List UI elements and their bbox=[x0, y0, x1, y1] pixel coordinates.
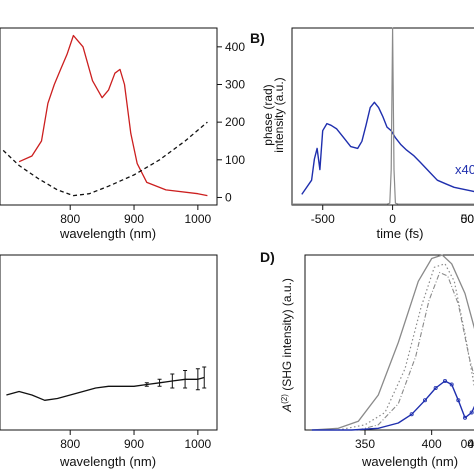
panel-b-frame bbox=[291, 27, 474, 206]
gray-solid-line bbox=[311, 254, 474, 431]
x-tick-label: 350 bbox=[355, 437, 375, 451]
blue-marker bbox=[469, 410, 474, 415]
panel-d-frame bbox=[304, 254, 474, 431]
panel-a-frame bbox=[0, 27, 218, 206]
x-tick-label: 900 bbox=[124, 437, 144, 451]
panel-a-right-label: phase (rad) bbox=[261, 84, 275, 145]
x-tick-label: -500 bbox=[311, 212, 335, 226]
blue-marker bbox=[442, 378, 447, 383]
panel-a-x-ticks: 800 900 1000 00 bbox=[60, 205, 474, 226]
spectrum-line bbox=[18, 34, 208, 197]
panel-a-x-label: wavelength (nm) bbox=[59, 226, 156, 241]
x-tick-label-partial: 4 bbox=[467, 437, 474, 451]
panel-b: B) -500 0 50 time (fs) intensity (a.u.) x4… bbox=[250, 27, 474, 241]
panel-b-label: B) bbox=[250, 30, 265, 46]
x-tick-label: 800 bbox=[60, 212, 80, 226]
right-tick-label: 200 bbox=[225, 115, 245, 129]
panel-b-annotation: x40 bbox=[455, 162, 474, 177]
measured-line bbox=[6, 376, 205, 401]
panel-d-y-label-sup: (2) bbox=[280, 394, 289, 404]
blue-marker bbox=[456, 398, 461, 403]
blue-marker bbox=[449, 382, 454, 387]
gray-dotted-line bbox=[338, 263, 474, 431]
panel-b-x-ticks: -500 0 50 bbox=[311, 205, 474, 226]
blue-marker bbox=[409, 412, 414, 417]
x-tick-label: 800 bbox=[60, 437, 80, 451]
blue-marker bbox=[433, 385, 438, 390]
blue-marker bbox=[422, 398, 427, 403]
blue-series-line bbox=[311, 380, 474, 431]
right-tick-label: 100 bbox=[225, 153, 245, 167]
right-tick-label: 300 bbox=[225, 77, 245, 91]
panel-c-frame bbox=[0, 254, 218, 431]
x-tick-label-partial: 50 bbox=[461, 212, 474, 226]
panel-c: 800 900 1000 00 wavelength (nm) bbox=[0, 254, 474, 469]
panel-d-y-label-var: A bbox=[280, 404, 294, 413]
panel-d-label: D) bbox=[260, 249, 275, 265]
panel-d-series bbox=[311, 254, 474, 431]
panel-d-y-label-rest: (SHG intensity) (a.u.) bbox=[280, 278, 294, 394]
panel-d-x-ticks: 350 400 4 bbox=[355, 430, 474, 451]
panel-b-series bbox=[292, 27, 474, 205]
x-tick-label: 1000 bbox=[185, 437, 212, 451]
panel-c-series bbox=[6, 366, 207, 401]
x-tick-label: 1000 bbox=[185, 212, 212, 226]
x-tick-label-partial: 00 bbox=[461, 212, 474, 226]
panel-d: D) 350 400 4 wavelength (nm) A(2) (SHG int… bbox=[260, 249, 474, 469]
panel-d-y-label: A(2) (SHG intensity) (a.u.) bbox=[280, 278, 295, 413]
x-tick-label: 400 bbox=[422, 437, 442, 451]
right-tick-label: 400 bbox=[225, 40, 245, 54]
phase-line bbox=[2, 121, 208, 197]
blue-marker bbox=[462, 415, 467, 420]
panel-b-x-label: time (fs) bbox=[377, 226, 424, 241]
panel-b-y-label: intensity (a.u.) bbox=[272, 77, 286, 152]
panel-c-x-label: wavelength (nm) bbox=[59, 454, 156, 469]
panel-d-x-label: wavelength (nm) bbox=[361, 454, 458, 469]
gray-dashdot-line bbox=[358, 271, 474, 431]
blue-series-line bbox=[301, 101, 474, 195]
x-tick-label: 900 bbox=[124, 212, 144, 226]
panel-a-right-ticks: 0 100 200 300 400 bbox=[217, 40, 245, 204]
right-tick-label: 0 bbox=[225, 190, 232, 204]
panel-a: 800 900 1000 00 0 100 200 300 400 wavelength (n… bbox=[0, 27, 474, 241]
pulse-spike-line bbox=[292, 27, 474, 205]
panel-c-x-ticks: 800 900 1000 00 bbox=[60, 430, 474, 451]
x-tick-label: 0 bbox=[389, 212, 396, 226]
panel-a-series bbox=[2, 34, 208, 197]
x-tick-label-partial: 00 bbox=[461, 437, 474, 451]
